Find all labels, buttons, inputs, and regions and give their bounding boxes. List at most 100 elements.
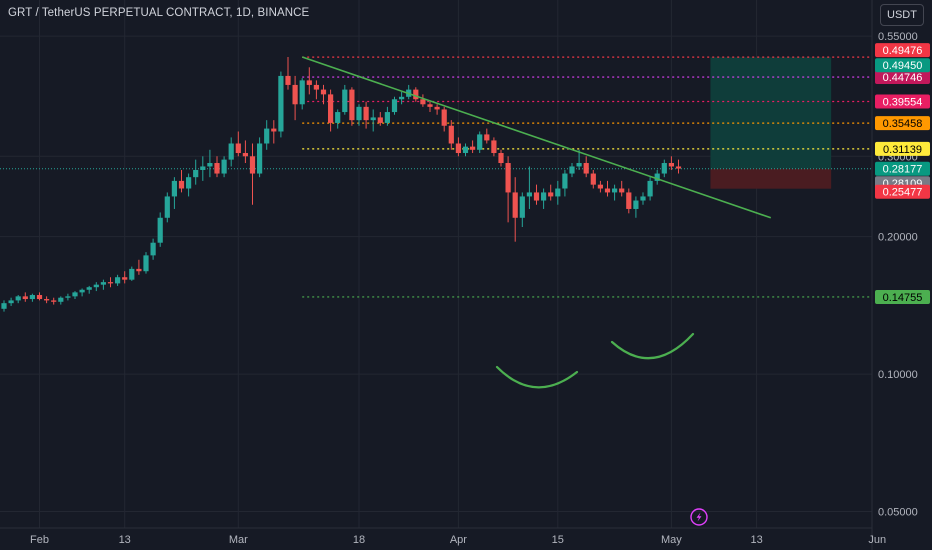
candle <box>313 80 319 100</box>
candle <box>455 137 461 157</box>
candle-body <box>171 180 177 197</box>
candle-body <box>278 75 284 132</box>
candle-body <box>164 196 170 218</box>
candle-body <box>619 188 625 193</box>
price-badge: 0.49450 <box>875 58 930 73</box>
candle <box>214 156 220 178</box>
candle <box>420 94 426 107</box>
x-tick-label: Mar <box>229 534 248 546</box>
candle-body <box>356 106 362 121</box>
candle <box>285 57 291 90</box>
candle-body <box>1 303 7 309</box>
candle-body <box>363 106 369 121</box>
lightning-icon-ring <box>690 508 708 526</box>
candle <box>1 300 7 312</box>
candle-body <box>342 89 348 113</box>
candle <box>171 177 177 209</box>
candle <box>484 128 490 144</box>
candle-body <box>597 184 603 189</box>
candle <box>115 274 121 286</box>
candle <box>264 120 270 150</box>
price-badge-bg <box>875 43 930 58</box>
candle-body <box>221 159 227 174</box>
candle-body <box>193 169 199 178</box>
candle-body <box>399 96 405 100</box>
candle <box>29 293 35 302</box>
candle <box>186 173 192 197</box>
candle <box>335 109 341 129</box>
candle <box>93 282 99 292</box>
candle <box>65 293 71 301</box>
candle-body <box>285 75 291 85</box>
price-badge-label: 0.35458 <box>883 118 923 130</box>
candle-body <box>555 188 561 197</box>
candle <box>271 120 277 144</box>
candle <box>583 156 589 178</box>
candle-body <box>519 196 525 218</box>
candle <box>597 180 603 193</box>
candle-body <box>413 89 419 100</box>
candle <box>72 291 78 300</box>
lightning-icon-bolt <box>696 512 702 522</box>
candle <box>612 184 618 201</box>
candle-body <box>214 163 220 174</box>
pattern-curve-right <box>610 332 695 360</box>
candle-body <box>462 146 469 154</box>
candle-body <box>505 163 511 193</box>
candle-body <box>100 282 106 285</box>
candle-body <box>640 196 646 201</box>
candle <box>193 159 199 185</box>
candle-body <box>498 153 504 164</box>
candle <box>356 104 362 126</box>
pattern-curve-left <box>495 365 579 389</box>
candle-body <box>654 173 660 181</box>
trendline <box>301 56 772 219</box>
candle <box>58 296 64 305</box>
candle <box>590 169 596 189</box>
candle <box>200 156 206 181</box>
position-loss-zone <box>710 168 832 189</box>
candle <box>526 166 532 209</box>
candle <box>541 188 547 209</box>
candle-body <box>448 125 454 144</box>
candle-body <box>65 296 71 298</box>
candle-body <box>391 99 398 113</box>
candle <box>462 143 469 157</box>
candle <box>178 169 185 193</box>
candle-body <box>562 173 568 189</box>
candle-body <box>626 192 632 209</box>
y-tick-label: 0.10000 <box>878 369 918 381</box>
candle-body <box>633 200 639 209</box>
candle <box>448 120 454 150</box>
price-badge-label: 0.49476 <box>883 45 923 57</box>
candle-body <box>36 295 43 300</box>
candle <box>363 101 369 129</box>
candle-body <box>29 295 35 300</box>
candle <box>157 212 163 247</box>
candle-body <box>647 180 653 197</box>
candle <box>136 259 142 275</box>
x-tick-label: 13 <box>750 534 762 546</box>
candle <box>129 266 135 281</box>
candle <box>79 288 85 297</box>
candle-body <box>242 153 248 157</box>
candle-body <box>569 166 575 174</box>
price-badge-bg <box>875 116 930 131</box>
price-badge-label: 0.44746 <box>883 72 923 84</box>
candle-body <box>178 180 185 189</box>
candle-body <box>427 104 433 107</box>
x-tick-label: Jun <box>868 534 886 546</box>
candle-body <box>328 94 334 123</box>
candle <box>143 252 149 274</box>
x-tick-label: 15 <box>552 534 564 546</box>
currency-button[interactable]: USDT <box>880 4 924 26</box>
candle <box>349 87 355 126</box>
lightning-icon <box>690 508 708 526</box>
candle <box>491 137 497 157</box>
candle <box>562 169 568 197</box>
candle <box>36 292 43 301</box>
candle-body <box>129 268 135 280</box>
price-badge: 0.44746 <box>875 70 930 85</box>
price-badge-bg <box>875 289 930 304</box>
